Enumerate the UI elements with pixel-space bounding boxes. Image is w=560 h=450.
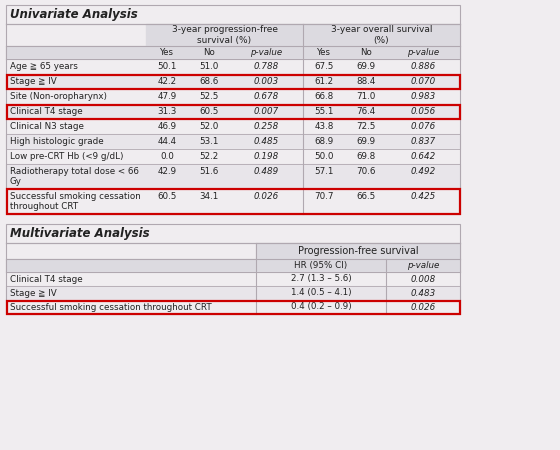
Text: 3-year overall survival
(%): 3-year overall survival (%) (331, 25, 432, 45)
Text: 0.483: 0.483 (410, 288, 436, 297)
Text: 42.2: 42.2 (157, 77, 176, 86)
Text: 69.9: 69.9 (356, 137, 376, 146)
Text: 0.026: 0.026 (410, 302, 436, 311)
Text: 52.5: 52.5 (199, 92, 219, 101)
Text: 69.9: 69.9 (356, 62, 376, 71)
Text: 76.4: 76.4 (356, 107, 376, 116)
Text: 52.2: 52.2 (199, 152, 218, 161)
Text: 51.6: 51.6 (199, 167, 218, 176)
Text: 68.6: 68.6 (199, 77, 218, 86)
Text: 61.2: 61.2 (314, 77, 334, 86)
Text: 0.0: 0.0 (160, 152, 174, 161)
Text: 0.070: 0.070 (411, 77, 436, 86)
Text: HR (95% CI): HR (95% CI) (295, 261, 348, 270)
Text: Yes: Yes (317, 48, 331, 57)
Text: 1.4 (0.5 – 4.1): 1.4 (0.5 – 4.1) (291, 288, 351, 297)
Text: Site (Non-oropharynx): Site (Non-oropharynx) (10, 92, 107, 101)
Text: Successful smoking cessation throughout CRT: Successful smoking cessation throughout … (10, 302, 212, 311)
Text: 0.003: 0.003 (254, 77, 279, 86)
Text: No: No (203, 48, 215, 57)
Text: 2.7 (1.3 – 5.6): 2.7 (1.3 – 5.6) (291, 274, 351, 284)
Text: 69.8: 69.8 (356, 152, 376, 161)
Text: 0.026: 0.026 (254, 192, 279, 201)
Text: 0.489: 0.489 (254, 167, 279, 176)
Text: 0.258: 0.258 (254, 122, 279, 131)
Text: 88.4: 88.4 (356, 77, 376, 86)
Text: 43.8: 43.8 (314, 122, 334, 131)
Text: 67.5: 67.5 (314, 62, 334, 71)
Text: 55.1: 55.1 (314, 107, 334, 116)
Text: Clinical N3 stage: Clinical N3 stage (10, 122, 84, 131)
Text: 0.076: 0.076 (411, 122, 436, 131)
Text: 0.425: 0.425 (411, 192, 436, 201)
Text: Multivariate Analysis: Multivariate Analysis (10, 227, 150, 240)
Text: 68.9: 68.9 (314, 137, 334, 146)
Text: 66.5: 66.5 (356, 192, 376, 201)
Text: 47.9: 47.9 (157, 92, 176, 101)
Text: Yes: Yes (160, 48, 174, 57)
Text: 0.886: 0.886 (411, 62, 436, 71)
Text: No: No (360, 48, 372, 57)
Text: p-value: p-value (407, 261, 439, 270)
Text: throughout CRT: throughout CRT (10, 202, 78, 211)
Text: Radiotherapy total dose < 66: Radiotherapy total dose < 66 (10, 167, 139, 176)
Bar (7, 189, 460, 213)
Text: 0.485: 0.485 (254, 137, 279, 146)
Text: Gy: Gy (10, 177, 22, 186)
Text: 70.6: 70.6 (356, 167, 376, 176)
Text: 34.1: 34.1 (199, 192, 218, 201)
Text: 51.0: 51.0 (199, 62, 219, 71)
Text: 0.788: 0.788 (254, 62, 279, 71)
Text: 71.0: 71.0 (356, 92, 376, 101)
Bar (7, 301, 460, 314)
Text: Age ≧ 65 years: Age ≧ 65 years (10, 62, 78, 71)
Text: Clinical T4 stage: Clinical T4 stage (10, 274, 83, 284)
Text: 52.0: 52.0 (199, 122, 219, 131)
Text: p-value: p-value (250, 48, 283, 57)
Text: 72.5: 72.5 (356, 122, 376, 131)
Text: 0.642: 0.642 (411, 152, 436, 161)
Text: Progression-free survival: Progression-free survival (298, 246, 418, 256)
Text: 0.007: 0.007 (254, 107, 279, 116)
Bar (7, 104, 460, 118)
Text: 42.9: 42.9 (157, 167, 176, 176)
Text: 0.198: 0.198 (254, 152, 279, 161)
Text: 70.7: 70.7 (314, 192, 334, 201)
Text: 57.1: 57.1 (314, 167, 334, 176)
Text: 53.1: 53.1 (199, 137, 219, 146)
Text: p-value: p-value (408, 48, 440, 57)
Text: Clinical T4 stage: Clinical T4 stage (10, 107, 83, 116)
Text: Successful smoking cessation: Successful smoking cessation (10, 192, 141, 201)
Bar (6, 5, 460, 214)
Text: Low pre-CRT Hb (<9 g/dL): Low pre-CRT Hb (<9 g/dL) (10, 152, 124, 161)
Text: 0.837: 0.837 (411, 137, 436, 146)
Text: 3-year progression-free
survival (%): 3-year progression-free survival (%) (171, 25, 278, 45)
Text: 0.678: 0.678 (254, 92, 279, 101)
Text: 0.008: 0.008 (410, 274, 436, 284)
Text: High histologic grade: High histologic grade (10, 137, 104, 146)
Text: Univariate Analysis: Univariate Analysis (10, 8, 138, 21)
Bar (7, 75, 460, 89)
Text: 66.8: 66.8 (314, 92, 334, 101)
Text: 50.1: 50.1 (157, 62, 177, 71)
Text: 0.4 (0.2 – 0.9): 0.4 (0.2 – 0.9) (291, 302, 351, 311)
Text: 0.983: 0.983 (411, 92, 436, 101)
Text: 60.5: 60.5 (157, 192, 177, 201)
Text: 60.5: 60.5 (199, 107, 219, 116)
Text: 44.4: 44.4 (157, 137, 176, 146)
Bar (6, 224, 460, 314)
Text: 46.9: 46.9 (157, 122, 176, 131)
Text: 50.0: 50.0 (314, 152, 334, 161)
Text: 0.056: 0.056 (411, 107, 436, 116)
Text: Stage ≧ IV: Stage ≧ IV (10, 77, 57, 86)
Text: Stage ≧ IV: Stage ≧ IV (10, 288, 57, 297)
Text: 31.3: 31.3 (157, 107, 177, 116)
Text: 0.492: 0.492 (411, 167, 436, 176)
